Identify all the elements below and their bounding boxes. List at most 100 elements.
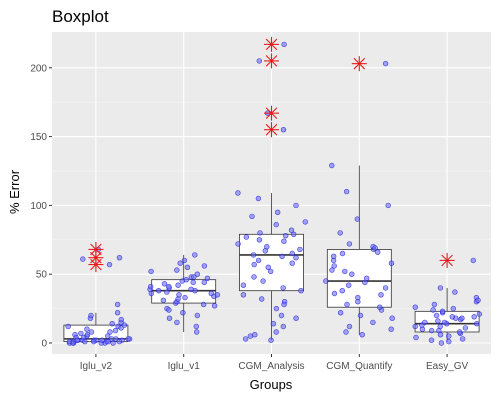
data-point xyxy=(422,319,428,326)
data-point xyxy=(114,301,121,308)
outlier-marker xyxy=(264,53,279,69)
data-point xyxy=(331,253,337,259)
data-point xyxy=(109,321,115,327)
data-point xyxy=(438,340,445,346)
data-point xyxy=(281,301,287,308)
data-point xyxy=(259,296,265,302)
data-point xyxy=(116,255,123,261)
outliers-layer xyxy=(88,36,455,273)
data-point xyxy=(235,190,241,196)
data-point xyxy=(240,282,247,288)
data-point xyxy=(279,253,285,259)
data-point xyxy=(166,315,173,321)
data-point xyxy=(160,297,167,303)
data-point xyxy=(343,188,350,195)
outlier-stroke xyxy=(265,107,278,119)
data-point xyxy=(450,305,456,312)
data-point xyxy=(175,282,181,288)
y-tick-label: 100 xyxy=(30,201,47,212)
data-point xyxy=(264,244,270,250)
data-point xyxy=(456,329,463,335)
data-point xyxy=(412,304,418,310)
data-point xyxy=(211,303,218,309)
data-point xyxy=(200,301,207,308)
outlier-stroke xyxy=(353,57,366,70)
data-point xyxy=(106,261,113,268)
data-point xyxy=(346,323,353,330)
data-point xyxy=(273,329,279,335)
data-point xyxy=(188,286,194,292)
data-point xyxy=(275,209,281,216)
data-point xyxy=(331,263,337,269)
data-point xyxy=(355,294,361,301)
data-point xyxy=(88,312,94,319)
outlier-marker xyxy=(351,56,367,72)
data-point xyxy=(436,327,442,334)
data-point xyxy=(148,283,154,290)
data-point xyxy=(65,323,71,330)
data-point xyxy=(257,230,263,236)
data-point xyxy=(462,325,469,331)
data-point xyxy=(252,332,258,338)
data-point xyxy=(192,252,198,258)
outlier-stroke xyxy=(265,55,278,67)
data-point xyxy=(293,202,299,209)
data-point xyxy=(90,338,97,345)
data-point xyxy=(280,285,286,291)
outlier-stroke xyxy=(265,38,278,51)
data-point xyxy=(470,257,476,264)
data-point xyxy=(343,329,349,335)
data-point xyxy=(201,279,208,286)
outlier-marker xyxy=(439,252,455,268)
data-point xyxy=(329,162,335,169)
data-point xyxy=(84,332,91,338)
data-point xyxy=(166,307,172,313)
data-point xyxy=(288,227,295,233)
data-point xyxy=(459,336,466,342)
data-point xyxy=(201,263,208,269)
data-point xyxy=(256,237,263,243)
y-tick-label: 0 xyxy=(41,338,47,349)
data-point xyxy=(110,340,116,346)
data-point xyxy=(281,238,287,244)
data-point xyxy=(323,278,329,284)
data-point xyxy=(382,285,389,291)
data-point xyxy=(474,321,480,327)
outlier-stroke xyxy=(90,243,102,256)
data-point xyxy=(437,285,444,291)
data-point xyxy=(250,252,257,258)
data-point xyxy=(339,250,346,257)
data-point xyxy=(166,283,172,290)
y-axis-title: % Error xyxy=(7,169,22,214)
data-point xyxy=(256,58,262,64)
data-point xyxy=(80,256,86,262)
data-point xyxy=(281,41,287,48)
data-point xyxy=(441,319,448,326)
data-point xyxy=(280,126,287,133)
data-point xyxy=(428,337,435,343)
data-point xyxy=(99,337,105,343)
data-point xyxy=(293,255,299,261)
y-tick-label: 50 xyxy=(36,270,48,281)
data-point xyxy=(471,314,477,320)
data-point xyxy=(344,301,350,308)
data-point xyxy=(214,292,221,298)
data-point xyxy=(78,330,84,337)
outlier-marker xyxy=(88,257,104,273)
data-point xyxy=(255,257,262,264)
data-point xyxy=(105,338,111,345)
data-point xyxy=(435,318,441,324)
outlier-marker xyxy=(264,36,279,52)
data-point xyxy=(88,329,95,335)
data-point xyxy=(191,274,197,280)
data-point xyxy=(430,307,436,313)
data-point xyxy=(194,329,200,335)
outlier-marker xyxy=(88,241,104,257)
x-tick-label: Easy_GV xyxy=(426,361,469,372)
data-point xyxy=(293,315,299,321)
y-tick-label: 150 xyxy=(30,132,47,143)
data-point xyxy=(240,292,247,298)
data-point xyxy=(180,310,186,316)
data-point xyxy=(66,338,73,345)
